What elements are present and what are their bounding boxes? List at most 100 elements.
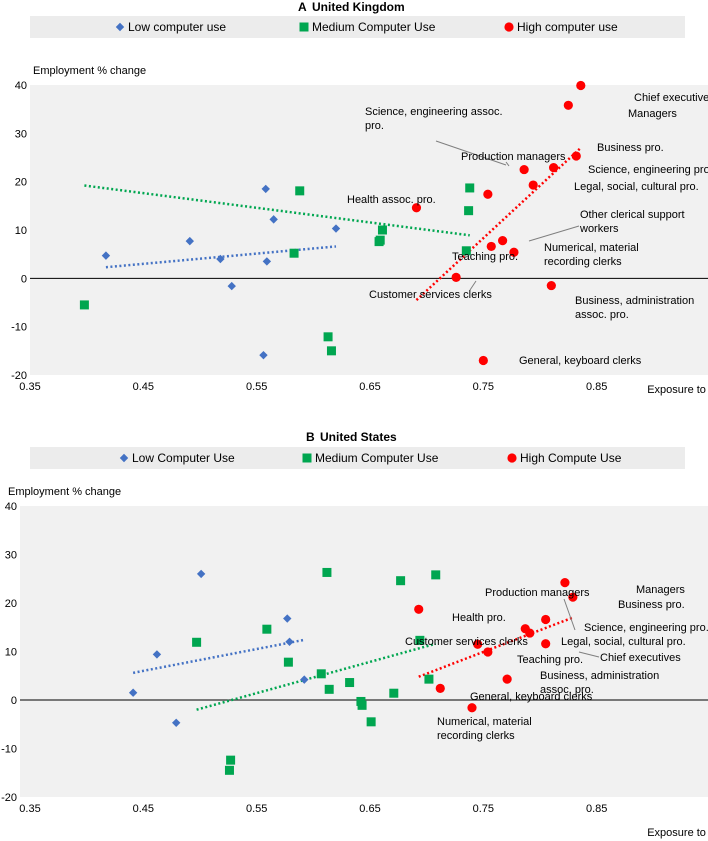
annotation-label: Chief executives xyxy=(634,92,708,104)
annotation-label: Business, administration xyxy=(575,295,694,307)
annotation-label: Legal, social, cultural pro. xyxy=(561,636,686,648)
annotation-label: Managers xyxy=(636,584,685,596)
point-low xyxy=(259,350,268,360)
annotation-label: Chief executives xyxy=(600,652,681,664)
point-high xyxy=(563,100,573,110)
legend-box xyxy=(30,16,685,38)
point-high xyxy=(483,189,493,199)
x-tick-label: 0.75 xyxy=(473,803,494,815)
panel-title: United States xyxy=(320,430,397,444)
point-medium xyxy=(289,248,299,258)
point-high xyxy=(546,280,556,291)
annotation-label: Production managers xyxy=(461,151,566,163)
point-high xyxy=(498,236,508,246)
point-medium xyxy=(283,657,293,667)
annotation-label: Production managers xyxy=(485,587,590,599)
point-low xyxy=(185,236,194,246)
legend-label-low: Low Computer Use xyxy=(132,451,235,465)
point-low xyxy=(152,650,162,659)
point-high xyxy=(483,647,493,657)
y-tick-label: 20 xyxy=(5,598,17,610)
y-tick-label: 10 xyxy=(5,647,17,659)
point-medium xyxy=(357,700,367,710)
legend-marker-medium xyxy=(299,22,309,32)
point-low xyxy=(172,718,181,727)
annotation-label: Health pro. xyxy=(452,612,506,624)
y-tick-label: 10 xyxy=(15,225,27,237)
y-tick-label: -20 xyxy=(11,370,27,382)
y-tick-label: -20 xyxy=(1,792,17,804)
point-medium xyxy=(295,186,305,196)
point-low xyxy=(285,637,294,646)
point-low xyxy=(262,257,272,266)
annotation-label: General, keyboard clerks xyxy=(519,355,642,367)
x-tick-label: 0.75 xyxy=(473,381,494,393)
legend-marker-low xyxy=(119,453,129,463)
legend-label-high: High Compute Use xyxy=(520,451,622,465)
y-tick-label: -10 xyxy=(1,744,17,756)
point-low xyxy=(227,281,236,291)
x-tick-label: 0.65 xyxy=(359,803,380,815)
x-tick-label: 0.35 xyxy=(19,803,40,815)
point-medium xyxy=(431,570,441,580)
point-low xyxy=(269,215,278,224)
annotation-leader xyxy=(528,225,580,242)
annotation-label: Other clerical support xyxy=(580,209,685,221)
point-medium xyxy=(262,624,272,634)
annotation-leader xyxy=(563,598,576,631)
point-low xyxy=(300,675,309,684)
point-high xyxy=(502,674,512,684)
annotation-label: Numerical, material xyxy=(544,242,639,254)
y-tick-label: 40 xyxy=(5,501,17,513)
annotation-leader xyxy=(578,651,600,658)
point-high xyxy=(525,628,535,638)
y-tick-label: 30 xyxy=(15,128,27,140)
point-medium xyxy=(79,300,89,310)
x-tick-label: 0.65 xyxy=(359,381,380,393)
annotation-leader xyxy=(505,161,510,167)
legend-label-medium: Medium Computer Use xyxy=(315,451,439,465)
point-low xyxy=(196,569,206,579)
point-medium xyxy=(345,678,355,688)
annotation-label: Science, engineering pro. xyxy=(584,622,708,634)
point-medium xyxy=(464,206,474,216)
point-high xyxy=(414,604,424,614)
legend-label-high: High computer use xyxy=(517,20,618,34)
annotation-label: General, keyboard clerks xyxy=(470,691,593,703)
point-high xyxy=(528,180,538,190)
point-high xyxy=(568,592,578,602)
plot-area xyxy=(30,85,708,375)
y-axis-label: Employment % change xyxy=(8,486,121,498)
annotation-label: Business pro. xyxy=(618,599,685,611)
trendline-medium xyxy=(84,184,470,237)
point-medium xyxy=(396,576,406,586)
point-medium xyxy=(322,567,332,577)
x-axis-label: Exposure to AI xyxy=(647,384,708,396)
annotation-label: Numerical, material xyxy=(437,716,532,728)
point-medium xyxy=(192,637,202,647)
point-medium xyxy=(424,674,434,684)
annotation-label: Teaching pro. xyxy=(517,654,583,666)
point-low xyxy=(101,251,111,260)
point-high xyxy=(541,639,551,649)
point-medium xyxy=(461,246,471,256)
annotation-label: Legal, social, cultural pro. xyxy=(574,181,699,193)
x-tick-label: 0.45 xyxy=(133,381,154,393)
point-high xyxy=(549,163,559,173)
annotation-label: Teaching pro. xyxy=(452,251,518,263)
panel-letter: A xyxy=(298,0,307,14)
x-axis-label: Exposure to AI xyxy=(647,827,708,839)
legend-marker-high xyxy=(507,453,517,463)
annotation-label: Health assoc. pro. xyxy=(347,194,436,206)
point-high xyxy=(541,614,551,625)
point-high xyxy=(519,164,529,175)
y-tick-label: 30 xyxy=(5,550,17,562)
point-high xyxy=(509,247,519,257)
legend-label-low: Low computer use xyxy=(128,20,226,34)
annotation-label: Science, engineering pro. xyxy=(588,164,708,176)
point-low xyxy=(261,184,270,194)
annotation-label: assoc. pro. xyxy=(575,309,629,321)
point-medium xyxy=(465,183,475,193)
point-medium xyxy=(226,755,236,765)
